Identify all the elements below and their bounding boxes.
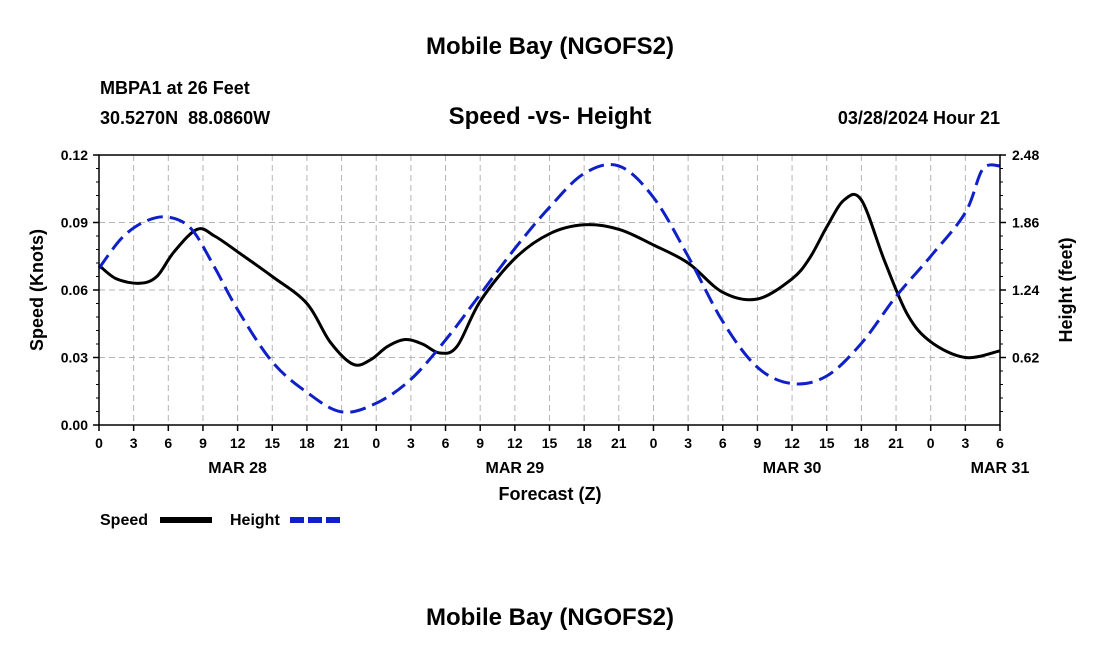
x-tick-label: 12 [507,435,523,451]
x-tick-label: 6 [719,435,727,451]
x-tick-label: 21 [611,435,627,451]
y-right-tick-label: 2.48 [1012,147,1039,163]
date-label: MAR 29 [486,460,545,477]
series-line-height [97,162,1001,414]
y-left-tick-label: 0.06 [61,282,88,298]
x-tick-label: 15 [819,435,835,451]
y-left-tick-label: 0.12 [61,147,88,163]
footer-title: Mobile Bay (NGOFS2) [426,604,674,631]
x-tick-label: 0 [927,435,935,451]
y-left-tick-label: 0.09 [61,215,88,231]
x-tick-label: 6 [996,435,1004,451]
x-tick-label: 3 [407,435,415,451]
x-tick-label: 6 [164,435,172,451]
series-group [97,162,1001,414]
x-tick-label: 9 [199,435,207,451]
axes: 0 3 6 9 12 15 18 21 0 3 6 9 12 15 18 21 0 3 6 9 12 15 18 21 0 3 6 M… [61,147,1040,477]
y-axis-right-title: Height (feet) [1056,238,1076,343]
x-tick-label: 3 [684,435,692,451]
x-tick-label: 21 [888,435,904,451]
station-coords: 30.5270N 88.0860W [100,108,270,128]
forecast-datetime: 03/28/2024 Hour 21 [838,108,1000,128]
date-label: MAR 31 [971,460,1030,477]
y-axis-left-title: Speed (Knots) [27,229,47,351]
legend: Speed Height [100,512,342,529]
grid [99,154,1000,425]
x-tick-label: 12 [784,435,800,451]
x-tick-label: 9 [754,435,762,451]
date-label: MAR 28 [208,460,267,477]
y-left-tick-label: 0.00 [61,417,88,433]
x-tick-label: 0 [95,435,103,451]
legend-label-speed: Speed [100,512,148,529]
x-tick-label: 0 [650,435,658,451]
legend-label-height: Height [230,512,280,529]
y-right-tick-label: 0.62 [1012,350,1039,366]
series-line-speed [98,192,1001,367]
date-label: MAR 30 [763,460,822,477]
x-tick-label: 9 [476,435,484,451]
y-left-tick-label: 0.03 [61,350,88,366]
y-right-tick-label: 1.86 [1012,215,1039,231]
x-tick-label: 15 [542,435,558,451]
x-tick-label: 3 [961,435,969,451]
page-title: Mobile Bay (NGOFS2) [426,33,674,60]
x-tick-label: 18 [854,435,870,451]
chart-title: Speed -vs- Height [449,103,652,130]
x-tick-label: 18 [299,435,315,451]
station-name: MBPA1 at 26 Feet [100,78,250,98]
x-tick-label: 3 [130,435,138,451]
x-tick-label: 15 [264,435,280,451]
x-tick-label: 0 [372,435,380,451]
x-tick-label: 12 [230,435,246,451]
x-axis-title: Forecast (Z) [498,484,601,504]
y-right-tick-label: 1.24 [1012,282,1039,298]
x-tick-label: 18 [576,435,592,451]
x-tick-label: 21 [334,435,350,451]
x-tick-label: 6 [442,435,450,451]
